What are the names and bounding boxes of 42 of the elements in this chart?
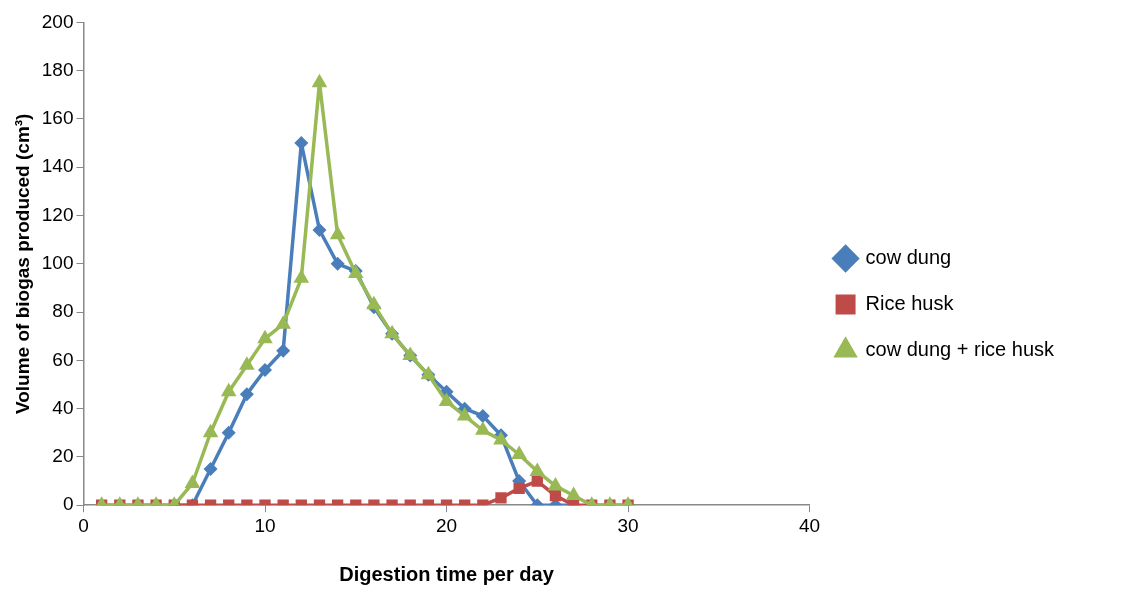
x-tick-label: 40 (798, 514, 821, 536)
point (547, 476, 564, 491)
point (329, 225, 346, 240)
point (239, 356, 255, 370)
y-tick-label: 100 (41, 252, 74, 274)
x-tick-label: 20 (435, 514, 458, 536)
point (366, 295, 382, 310)
point (293, 269, 310, 283)
point (475, 408, 490, 423)
y-tick-label: 140 (41, 155, 74, 177)
point (312, 223, 327, 237)
point (257, 329, 273, 344)
y-tick-label: 180 (41, 58, 74, 80)
legend-label: Rice husk (865, 292, 955, 315)
point (276, 343, 291, 358)
y-tick-label: 120 (41, 203, 74, 225)
point (220, 382, 237, 397)
y-tick-label: 80 (52, 300, 74, 322)
x-tick-label: 30 (617, 514, 639, 536)
point (330, 256, 345, 271)
y-tick-label: 0 (62, 493, 74, 515)
point (565, 486, 582, 501)
point (202, 423, 219, 438)
y-tick-label: 200 (41, 10, 74, 32)
point (438, 392, 455, 406)
y-tick-label: 60 (52, 348, 74, 370)
y-tick-label: 40 (52, 396, 74, 418)
point (475, 421, 491, 435)
x-axis-title: Digestion time per day (339, 562, 555, 585)
point (529, 462, 546, 476)
point (184, 474, 201, 488)
x-tick-label: 0 (78, 514, 89, 536)
legend-label: cow dung (865, 246, 952, 269)
x-tick-label: 10 (254, 514, 276, 536)
point (511, 445, 527, 460)
point (221, 425, 236, 440)
point (456, 406, 473, 421)
y-tick-label: 20 (52, 445, 74, 467)
y-tick-label: 160 (41, 107, 74, 129)
legend-label: cow dung + rice husk (865, 338, 1055, 361)
point (275, 315, 291, 329)
y-axis-title: Volume of biogas produced (cm³) (11, 113, 33, 415)
